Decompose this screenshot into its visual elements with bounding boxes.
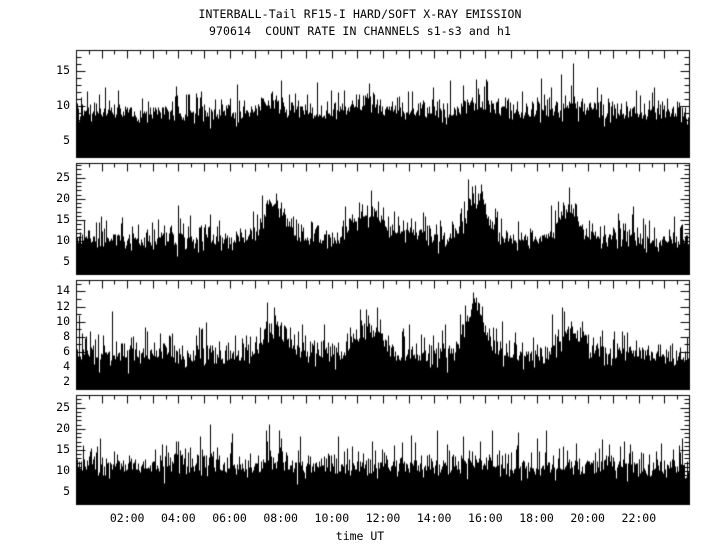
y-tick-label: 10 xyxy=(56,233,70,248)
y-tick-label: 4 xyxy=(63,359,70,374)
y-tick-label: 20 xyxy=(56,420,70,435)
x-tick-label: 20:00 xyxy=(570,511,605,525)
x-tick-label: 04:00 xyxy=(161,511,196,525)
x-tick-label: 22:00 xyxy=(621,511,657,525)
x-tick-label: 12:00 xyxy=(365,511,401,525)
y-tick-label: 2 xyxy=(63,374,70,389)
x-tick-label: 08:00 xyxy=(263,511,298,525)
y-tick-label: 15 xyxy=(56,212,70,227)
x-tick-label: 10:00 xyxy=(314,511,350,525)
y-tick-label: 14 xyxy=(56,283,70,298)
y-tick-label: 5 xyxy=(63,132,70,147)
y-tick-label: 8 xyxy=(63,328,70,343)
y-tick-label: 25 xyxy=(56,399,70,414)
y-tick-label: 10 xyxy=(56,463,70,478)
y-tick-label: 10 xyxy=(56,313,70,328)
x-tick-label: 02:00 xyxy=(109,511,145,525)
x-tick-label: 06:00 xyxy=(212,511,247,525)
y-tick-label: 10 xyxy=(56,97,70,112)
x-axis-label: time UT xyxy=(335,529,385,543)
y-tick-label: 25 xyxy=(56,169,70,184)
y-tick-label: 5 xyxy=(63,484,70,499)
x-tick-label: 16:00 xyxy=(468,511,503,525)
y-tick-label: 5 xyxy=(63,254,70,269)
y-tick-label: 12 xyxy=(56,298,70,313)
x-tick-label: 18:00 xyxy=(519,511,554,525)
y-tick-label: 6 xyxy=(63,344,70,359)
y-tick-label: 20 xyxy=(56,190,70,205)
x-tick-label: 14:00 xyxy=(416,511,452,525)
y-tick-label: 15 xyxy=(56,62,70,77)
y-tick-label: 15 xyxy=(56,442,70,456)
